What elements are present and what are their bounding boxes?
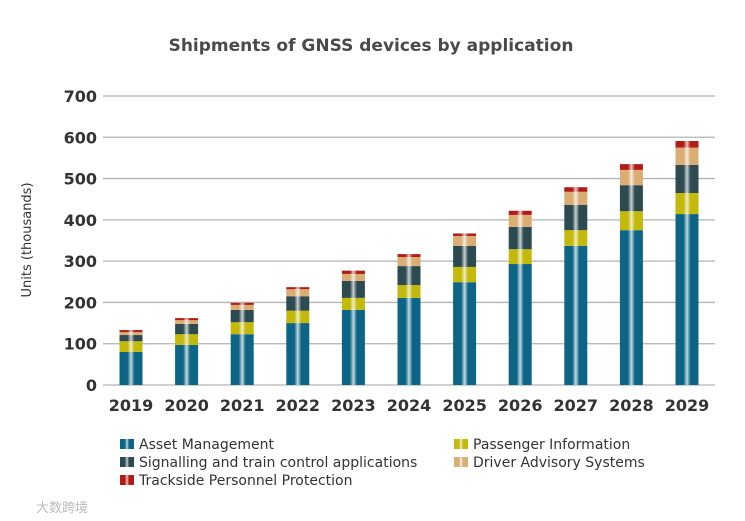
y-axis-label: Units (thousands) bbox=[20, 182, 35, 297]
legend-label: Signalling and train control application… bbox=[139, 455, 417, 471]
x-tick-label: 2024 bbox=[387, 396, 432, 415]
bar-highlight bbox=[286, 287, 310, 385]
bar-stack-2020 bbox=[175, 318, 199, 385]
legend-item: Signalling and train control application… bbox=[120, 455, 417, 471]
legend-item: Trackside Personnel Protection bbox=[120, 473, 352, 489]
bar-highlight bbox=[230, 302, 254, 385]
legend-swatch-highlight bbox=[120, 439, 134, 449]
x-tick-labels: 2019 2020 2021 2022 2023 2024 2025 2026 2027 2028… bbox=[109, 396, 710, 415]
y-tick-label: 100 bbox=[64, 335, 97, 354]
bar-highlight bbox=[508, 210, 532, 385]
y-tick-label: 500 bbox=[64, 170, 97, 189]
x-tick-label: 2021 bbox=[220, 396, 265, 415]
bar-stack-2022 bbox=[286, 287, 310, 385]
y-tick-labels: 0 100 200 300 400 500 600 700 bbox=[64, 87, 97, 395]
x-tick-label: 2026 bbox=[498, 396, 543, 415]
chart-title: Shipments of GNSS devices by application bbox=[169, 36, 574, 56]
watermark: 大数跨境 bbox=[36, 501, 88, 516]
bar-stack-2027 bbox=[564, 187, 588, 385]
legend-swatch-highlight bbox=[454, 457, 468, 467]
y-tick-label: 0 bbox=[86, 376, 97, 395]
bar-stack-2019 bbox=[119, 330, 143, 385]
bar-stack-2024 bbox=[397, 254, 421, 385]
y-tick-label: 600 bbox=[64, 128, 97, 147]
legend-label: Trackside Personnel Protection bbox=[138, 473, 352, 489]
bar-highlight bbox=[619, 164, 643, 385]
legend-item: Driver Advisory Systems bbox=[454, 455, 645, 471]
x-tick-label: 2027 bbox=[554, 396, 599, 415]
bar-highlight bbox=[119, 330, 143, 385]
x-tick-label: 2023 bbox=[331, 396, 376, 415]
bar-stack-2028 bbox=[619, 164, 643, 385]
y-tick-label: 200 bbox=[64, 293, 97, 312]
x-tick-label: 2019 bbox=[109, 396, 154, 415]
y-tick-label: 300 bbox=[64, 252, 97, 271]
x-tick-label: 2028 bbox=[609, 396, 654, 415]
y-tick-label: 700 bbox=[64, 87, 97, 106]
legend-label: Passenger Information bbox=[473, 437, 630, 453]
legend-item: Passenger Information bbox=[454, 437, 630, 453]
y-tick-label: 400 bbox=[64, 211, 97, 230]
legend-item: Asset Management bbox=[120, 437, 274, 453]
x-tick-label: 2022 bbox=[276, 396, 321, 415]
bar-stack-2026 bbox=[508, 210, 532, 385]
bar-stack-2023 bbox=[341, 270, 365, 385]
bar-highlight bbox=[341, 270, 365, 385]
bars bbox=[119, 141, 699, 385]
legend-swatch-highlight bbox=[120, 457, 134, 467]
x-tick-label: 2029 bbox=[665, 396, 710, 415]
bar-highlight bbox=[175, 318, 199, 385]
bar-stack-2021 bbox=[230, 302, 254, 385]
legend-swatch-highlight bbox=[454, 439, 468, 449]
bar-stack-2029 bbox=[675, 141, 699, 385]
bar-highlight bbox=[397, 254, 421, 385]
x-tick-label: 2020 bbox=[164, 396, 209, 415]
bar-highlight bbox=[564, 187, 588, 385]
bar-highlight bbox=[453, 233, 477, 385]
bar-highlight bbox=[675, 141, 699, 385]
x-tick-label: 2025 bbox=[442, 396, 487, 415]
legend-swatch-highlight bbox=[120, 475, 134, 485]
legend: Asset Management Passenger Information Sig… bbox=[120, 437, 645, 489]
legend-label: Driver Advisory Systems bbox=[473, 455, 645, 471]
legend-label: Asset Management bbox=[139, 437, 274, 453]
bar-stack-2025 bbox=[453, 233, 477, 385]
